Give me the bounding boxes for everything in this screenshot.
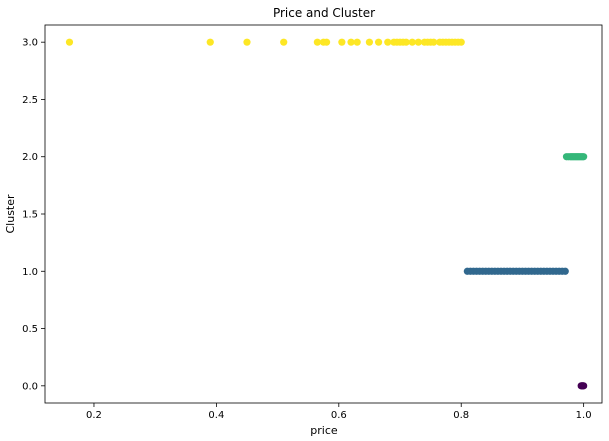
data-point-cluster-3 — [384, 38, 392, 46]
data-point-cluster-0 — [580, 382, 588, 390]
data-point-cluster-2 — [580, 153, 588, 161]
data-point-cluster-3 — [457, 38, 465, 46]
x-tick-label: 0.4 — [208, 410, 224, 421]
data-point-cluster-3 — [322, 38, 331, 46]
data-point-cluster-3 — [408, 38, 416, 46]
x-axis: 0.2 0.4 0.6 0.8 1.0 — [86, 403, 592, 421]
data-point-cluster-3 — [353, 38, 361, 46]
data-point-cluster-3 — [338, 38, 346, 46]
y-axis: 0.0 0.5 1.0 1.5 2.0 2.5 3.0 — [22, 38, 45, 392]
chart-title: Price and Cluster — [273, 6, 375, 20]
x-tick-label: 1.0 — [576, 410, 592, 421]
data-point-cluster-1 — [561, 267, 569, 275]
x-tick-label: 0.2 — [86, 410, 102, 421]
data-point-cluster-3 — [243, 38, 251, 46]
y-axis-label: Cluster — [4, 194, 17, 234]
data-point-cluster-3 — [365, 38, 374, 46]
x-tick-label: 0.6 — [331, 410, 347, 421]
data-point-cluster-3 — [402, 38, 410, 46]
y-tick-label: 1.5 — [22, 210, 38, 221]
y-tick-label: 0.0 — [22, 381, 38, 392]
y-tick-label: 1.0 — [22, 267, 38, 278]
points-layer — [65, 38, 588, 390]
data-point-cluster-3 — [430, 38, 438, 46]
data-point-cluster-3 — [374, 38, 383, 46]
y-tick-label: 0.5 — [22, 324, 38, 335]
data-point-cluster-3 — [414, 38, 422, 46]
y-tick-label: 3.0 — [22, 38, 38, 49]
plot-area — [44, 24, 603, 404]
data-point-cluster-3 — [347, 38, 355, 46]
x-axis-label: price — [310, 424, 338, 437]
plot-frame — [44, 24, 603, 404]
data-point-cluster-3 — [65, 38, 74, 46]
y-tick-label: 2.0 — [22, 152, 38, 163]
data-point-cluster-3 — [313, 38, 321, 46]
data-point-cluster-3 — [280, 38, 288, 46]
y-tick-label: 2.5 — [22, 95, 38, 106]
data-point-cluster-3 — [206, 38, 214, 46]
x-tick-label: 0.8 — [453, 410, 469, 421]
